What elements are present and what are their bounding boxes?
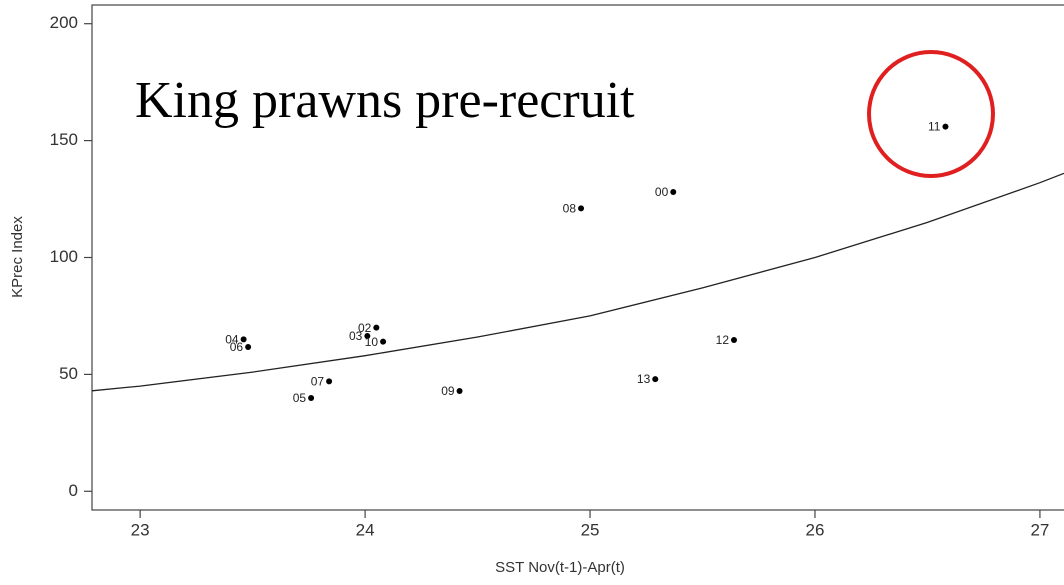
point [245, 344, 252, 351]
point-label: 11 [928, 120, 941, 134]
point [942, 123, 949, 130]
point [364, 333, 371, 340]
point [578, 205, 585, 212]
x-tick-label: 23 [131, 520, 150, 539]
point [731, 337, 738, 344]
y-tick-label: 50 [59, 364, 78, 383]
point [326, 378, 333, 385]
point [652, 376, 659, 383]
point-label: 03 [349, 329, 363, 343]
fit-curve [91, 172, 1064, 392]
x-axis-label: SST Nov(t-1)-Apr(t) [495, 559, 625, 576]
chart-title: King prawns pre-recruit [135, 72, 635, 129]
y-axis-label: KPrec Index [9, 216, 26, 298]
point-label: 07 [311, 375, 325, 389]
point-label: 08 [563, 202, 577, 216]
point-label: 00 [655, 185, 669, 199]
x-tick-label: 26 [806, 520, 825, 539]
point [380, 338, 387, 345]
x-tick-label: 27 [1030, 520, 1049, 539]
point-label: 10 [365, 335, 379, 349]
point-label: 05 [293, 391, 307, 405]
point-label: 13 [637, 372, 651, 386]
point-label: 02 [358, 321, 372, 335]
point-label: 09 [441, 384, 455, 398]
x-tick-label: 25 [581, 520, 600, 539]
point [308, 395, 315, 402]
y-tick-label: 0 [69, 481, 78, 500]
highlight-circle [867, 50, 995, 178]
point [456, 387, 463, 394]
point [670, 189, 677, 196]
point-label: 12 [716, 333, 730, 347]
y-tick-label: 200 [50, 13, 78, 32]
point-label: 06 [230, 340, 244, 354]
point-label: 04 [225, 333, 239, 347]
point [373, 324, 380, 331]
y-tick-label: 150 [50, 130, 78, 149]
x-tick-label: 24 [356, 520, 375, 539]
y-tick-label: 100 [50, 247, 78, 266]
point [240, 336, 247, 343]
